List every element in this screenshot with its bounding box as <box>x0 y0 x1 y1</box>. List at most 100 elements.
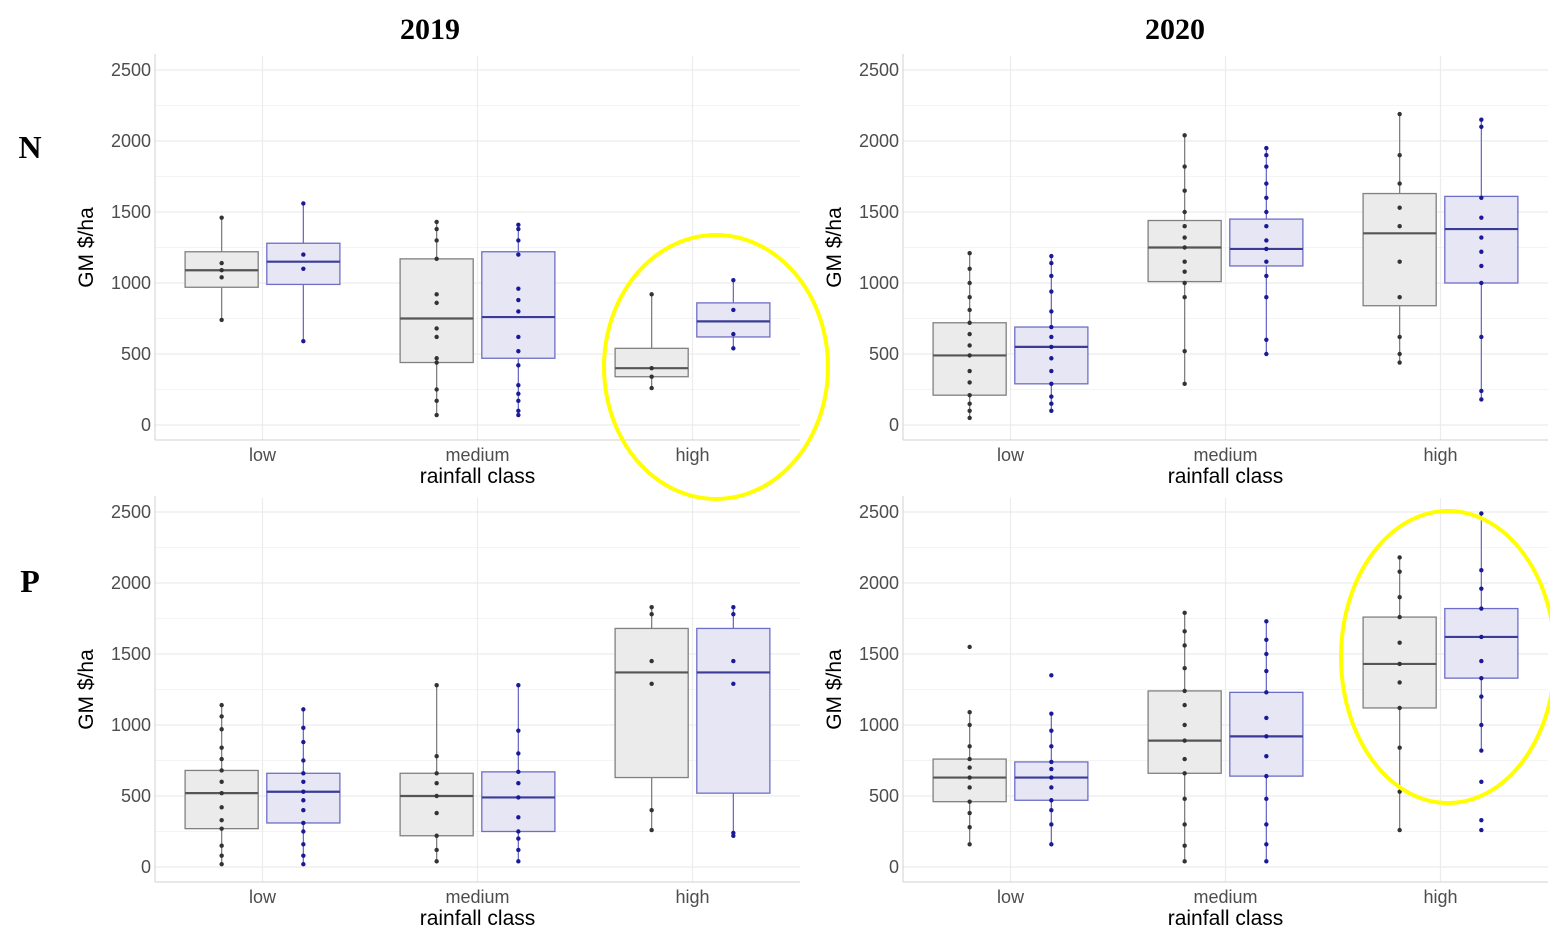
data-point <box>649 827 654 833</box>
data-point <box>516 781 521 786</box>
data-point <box>649 658 654 664</box>
data-point <box>1049 401 1054 406</box>
data-point <box>1397 595 1402 600</box>
data-point <box>301 339 306 344</box>
data-point <box>434 847 439 853</box>
data-point <box>516 859 521 864</box>
column-title-2020: 2020 <box>1145 13 1205 46</box>
data-point <box>434 219 439 225</box>
data-point <box>301 779 306 784</box>
y-tick-label: 0 <box>141 415 151 435</box>
y-tick-label: 1500 <box>111 202 151 222</box>
data-point <box>434 300 439 306</box>
data-point <box>301 798 306 803</box>
x-tick-label: high <box>1423 445 1457 465</box>
data-point <box>516 383 521 388</box>
data-point <box>967 380 972 385</box>
y-tick-label: 2500 <box>859 502 899 522</box>
data-point <box>434 754 439 759</box>
data-point <box>1397 360 1402 365</box>
data-point <box>649 808 654 813</box>
data-point <box>731 277 736 283</box>
y-tick-label: 2500 <box>111 502 151 522</box>
y-tick-label: 0 <box>889 415 899 435</box>
x-axis-title: rainfall class <box>1168 907 1284 930</box>
data-point <box>1479 215 1484 220</box>
data-point <box>1182 859 1187 864</box>
data-point <box>1264 773 1269 779</box>
x-tick-label: high <box>675 445 709 465</box>
y-tick-label: 500 <box>869 786 899 806</box>
x-axis-title: rainfall class <box>420 465 536 488</box>
y-tick-label: 1000 <box>111 273 151 293</box>
data-point <box>967 307 972 313</box>
data-point <box>1049 368 1054 374</box>
data-point <box>1049 766 1054 772</box>
data-point <box>301 771 306 776</box>
data-point <box>1049 728 1054 733</box>
data-point <box>1397 640 1402 645</box>
data-point <box>1049 808 1054 813</box>
data-point <box>967 266 972 271</box>
data-point <box>1182 164 1187 169</box>
data-point <box>967 785 972 790</box>
data-point <box>1182 224 1187 229</box>
y-tick-label: 2500 <box>859 60 899 80</box>
data-point <box>649 366 654 371</box>
x-axis-title: rainfall class <box>420 907 536 930</box>
data-point <box>1264 224 1269 229</box>
data-point <box>1049 356 1054 361</box>
data-point <box>1049 842 1054 847</box>
data-point <box>1049 334 1054 340</box>
data-point <box>434 334 439 340</box>
data-point <box>1182 280 1187 286</box>
data-point <box>219 756 224 762</box>
data-point <box>1479 817 1484 823</box>
data-point <box>967 331 972 337</box>
data-point <box>1264 164 1269 169</box>
data-point <box>1397 614 1402 620</box>
data-point <box>1264 209 1269 215</box>
data-point <box>1479 195 1484 200</box>
data-point <box>1479 634 1484 640</box>
x-tick-label: low <box>249 445 277 465</box>
data-point <box>1479 586 1484 591</box>
x-tick-label: high <box>1423 887 1457 907</box>
data-point <box>1264 651 1269 657</box>
data-point <box>219 826 224 831</box>
data-point <box>1397 334 1402 340</box>
data-point <box>1264 754 1269 759</box>
data-point <box>1264 637 1269 642</box>
data-point <box>301 758 306 763</box>
panel-p-2019: 0 500 1000 1500 2000 2500 low medium high rainfal… <box>75 496 800 930</box>
data-point <box>1479 658 1484 664</box>
data-point <box>516 348 521 354</box>
data-point <box>967 810 972 816</box>
data-point <box>731 307 736 313</box>
column-title-2019: 2019 <box>400 13 460 46</box>
data-point <box>1397 705 1402 711</box>
data-point <box>1397 680 1402 685</box>
data-point <box>1182 643 1187 648</box>
y-axis-title: GM $/ha <box>75 207 98 288</box>
data-point <box>1182 348 1187 354</box>
data-point <box>1264 181 1269 186</box>
data-point <box>219 853 224 858</box>
data-point <box>1264 145 1269 151</box>
data-point <box>1397 259 1402 264</box>
data-point <box>1049 260 1054 266</box>
data-point <box>967 744 972 749</box>
data-point <box>1264 796 1269 802</box>
data-point <box>967 392 972 398</box>
box-iqr <box>614 627 689 779</box>
data-point <box>1264 153 1269 158</box>
data-point <box>649 681 654 687</box>
data-point <box>1182 235 1187 240</box>
data-point <box>967 250 972 256</box>
data-point <box>516 829 521 834</box>
data-point <box>1049 711 1054 716</box>
box-iqr <box>399 258 474 364</box>
data-point <box>1397 153 1402 158</box>
box-iqr <box>1444 607 1519 679</box>
data-point <box>301 739 306 745</box>
